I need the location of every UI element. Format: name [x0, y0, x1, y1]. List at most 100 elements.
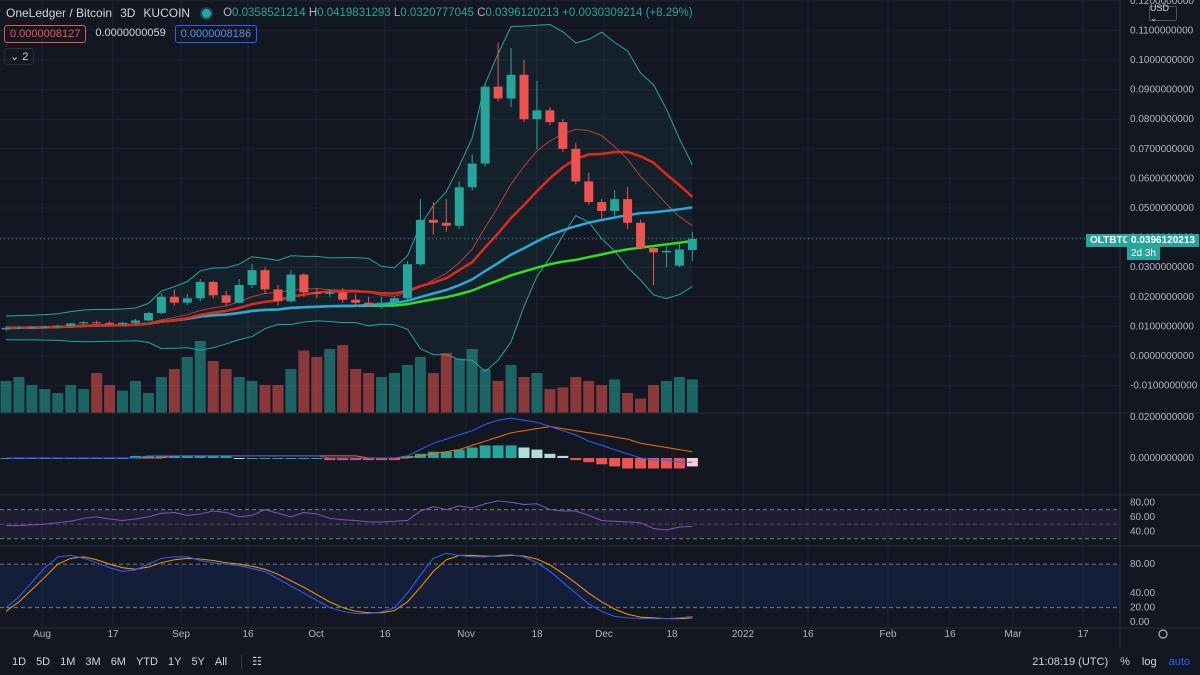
- volume-bar: [570, 377, 582, 413]
- time-axis-tick: Dec: [595, 629, 613, 640]
- volume-bar: [427, 373, 439, 413]
- volume-bar: [505, 365, 517, 413]
- log-toggle[interactable]: log: [1141, 655, 1157, 668]
- candle: [299, 274, 309, 293]
- candle: [273, 289, 283, 302]
- volume-bar: [673, 377, 685, 413]
- candle: [390, 298, 399, 303]
- range-5y[interactable]: 5Y: [191, 655, 205, 668]
- volume-bar: [207, 361, 219, 413]
- candle: [92, 322, 102, 324]
- time-axis-tick: Aug: [33, 629, 51, 640]
- volume-bar: [155, 377, 167, 413]
- candle: [131, 320, 140, 323]
- price-axis-tick: 0.0600000000: [1130, 173, 1194, 184]
- candle: [402, 264, 412, 299]
- macd-histogram-bar: [246, 458, 258, 459]
- candle: [545, 110, 555, 123]
- volume-bar: [272, 385, 284, 413]
- indicator-value-upper: 0.0000008127: [4, 25, 87, 43]
- range-6m[interactable]: 6M: [110, 655, 126, 668]
- price-axis-tick: 0.0700000000: [1130, 144, 1194, 155]
- interval-label[interactable]: 3D: [120, 6, 136, 20]
- volume-bar: [52, 393, 64, 413]
- candle: [674, 249, 684, 266]
- stoch-d-line: [5, 554, 693, 620]
- range-1y[interactable]: 1Y: [167, 655, 182, 668]
- indicator-values: 0.0000008127 0.0000000059 0.0000008186: [4, 25, 258, 43]
- candle: [247, 270, 257, 285]
- macd-histogram-bar: [311, 458, 323, 459]
- candle: [260, 270, 270, 290]
- volume-bar: [492, 381, 504, 413]
- volume-bar: [91, 373, 103, 413]
- candle: [312, 292, 322, 294]
- time-axis-tick: 2022: [732, 629, 755, 640]
- symbol-tag: OLTBTC: [1086, 234, 1134, 247]
- macd-histogram-bar: [376, 458, 388, 461]
- volume-bar: [65, 385, 77, 413]
- percent-toggle[interactable]: %: [1120, 655, 1130, 668]
- price-axis-tick: 0.0300000000: [1130, 262, 1194, 273]
- macd-histogram-bar: [622, 458, 634, 469]
- volume-bar: [479, 369, 491, 413]
- volume-bar: [13, 377, 25, 413]
- volume-bar: [39, 389, 51, 413]
- volume-bar: [142, 393, 154, 413]
- range-ytd[interactable]: YTD: [135, 655, 158, 668]
- auto-toggle[interactable]: auto: [1168, 655, 1190, 668]
- macd-histogram-bar: [479, 445, 491, 458]
- macd-histogram-bar: [492, 445, 504, 458]
- volume-bar: [622, 393, 634, 413]
- candle: [338, 292, 348, 300]
- range-buttons: 1D 5D 1M 3M 6M YTD 1Y 5Y All: [12, 656, 227, 668]
- volume-bar: [596, 385, 608, 413]
- volume-bar: [194, 341, 206, 413]
- range-1d[interactable]: 1D: [12, 655, 27, 668]
- macd-histogram-bar: [544, 453, 556, 458]
- range-1m[interactable]: 1M: [60, 655, 76, 668]
- volume-bar: [686, 379, 698, 413]
- symbol-title[interactable]: OneLedger / Bitcoin: [6, 6, 113, 20]
- candle: [14, 327, 24, 329]
- volume-bar: [233, 377, 245, 413]
- collapse-indicators-button[interactable]: ⌄ 2: [4, 48, 35, 65]
- time-axis-tick: 16: [379, 629, 391, 640]
- macd-histogram-bar: [389, 458, 400, 461]
- candle: [234, 284, 244, 303]
- stoch-axis-tick: 80.00: [1130, 559, 1155, 570]
- macd-histogram-bar: [272, 458, 284, 459]
- macd-histogram-bar: [466, 447, 478, 458]
- rsi-axis-tick: 60.00: [1130, 512, 1155, 523]
- range-all[interactable]: All: [214, 655, 228, 668]
- bar-countdown-tag: 2d 3h: [1127, 247, 1161, 260]
- candle: [428, 219, 438, 223]
- macd-histogram-bar: [155, 455, 167, 458]
- macd-histogram-bar: [583, 458, 595, 463]
- price-axis-tick: 0.0000000000: [1130, 351, 1194, 362]
- macd-histogram-bar: [635, 458, 647, 469]
- range-3m[interactable]: 3M: [85, 655, 101, 668]
- range-5d[interactable]: 5D: [36, 655, 51, 668]
- volume-bar: [609, 379, 621, 413]
- time-axis-tick: 16: [242, 629, 254, 640]
- candle: [169, 296, 179, 303]
- candle: [351, 299, 361, 303]
- macd-histogram-bar: [401, 455, 413, 458]
- bottom-toolbar: 1D 5D 1M 3M 6M YTD 1Y 5Y All ☷ 21:08:19 …: [0, 648, 1200, 675]
- clock-time[interactable]: 21:08:19 (UTC): [1032, 655, 1109, 668]
- volume-bar: [401, 365, 413, 413]
- currency-select[interactable]: USD ⌄: [1149, 3, 1177, 23]
- candle: [623, 199, 633, 223]
- volume-bar: [0, 381, 12, 413]
- date-range-icon[interactable]: ☷: [252, 656, 263, 668]
- volume-bar: [130, 381, 141, 413]
- macd-histogram-bar: [518, 447, 530, 458]
- candle: [208, 282, 218, 296]
- volume-bar: [117, 390, 129, 413]
- macd-histogram-bar: [648, 458, 659, 469]
- candle: [182, 298, 192, 303]
- volume-bar: [337, 345, 349, 413]
- volume-bar: [660, 381, 672, 413]
